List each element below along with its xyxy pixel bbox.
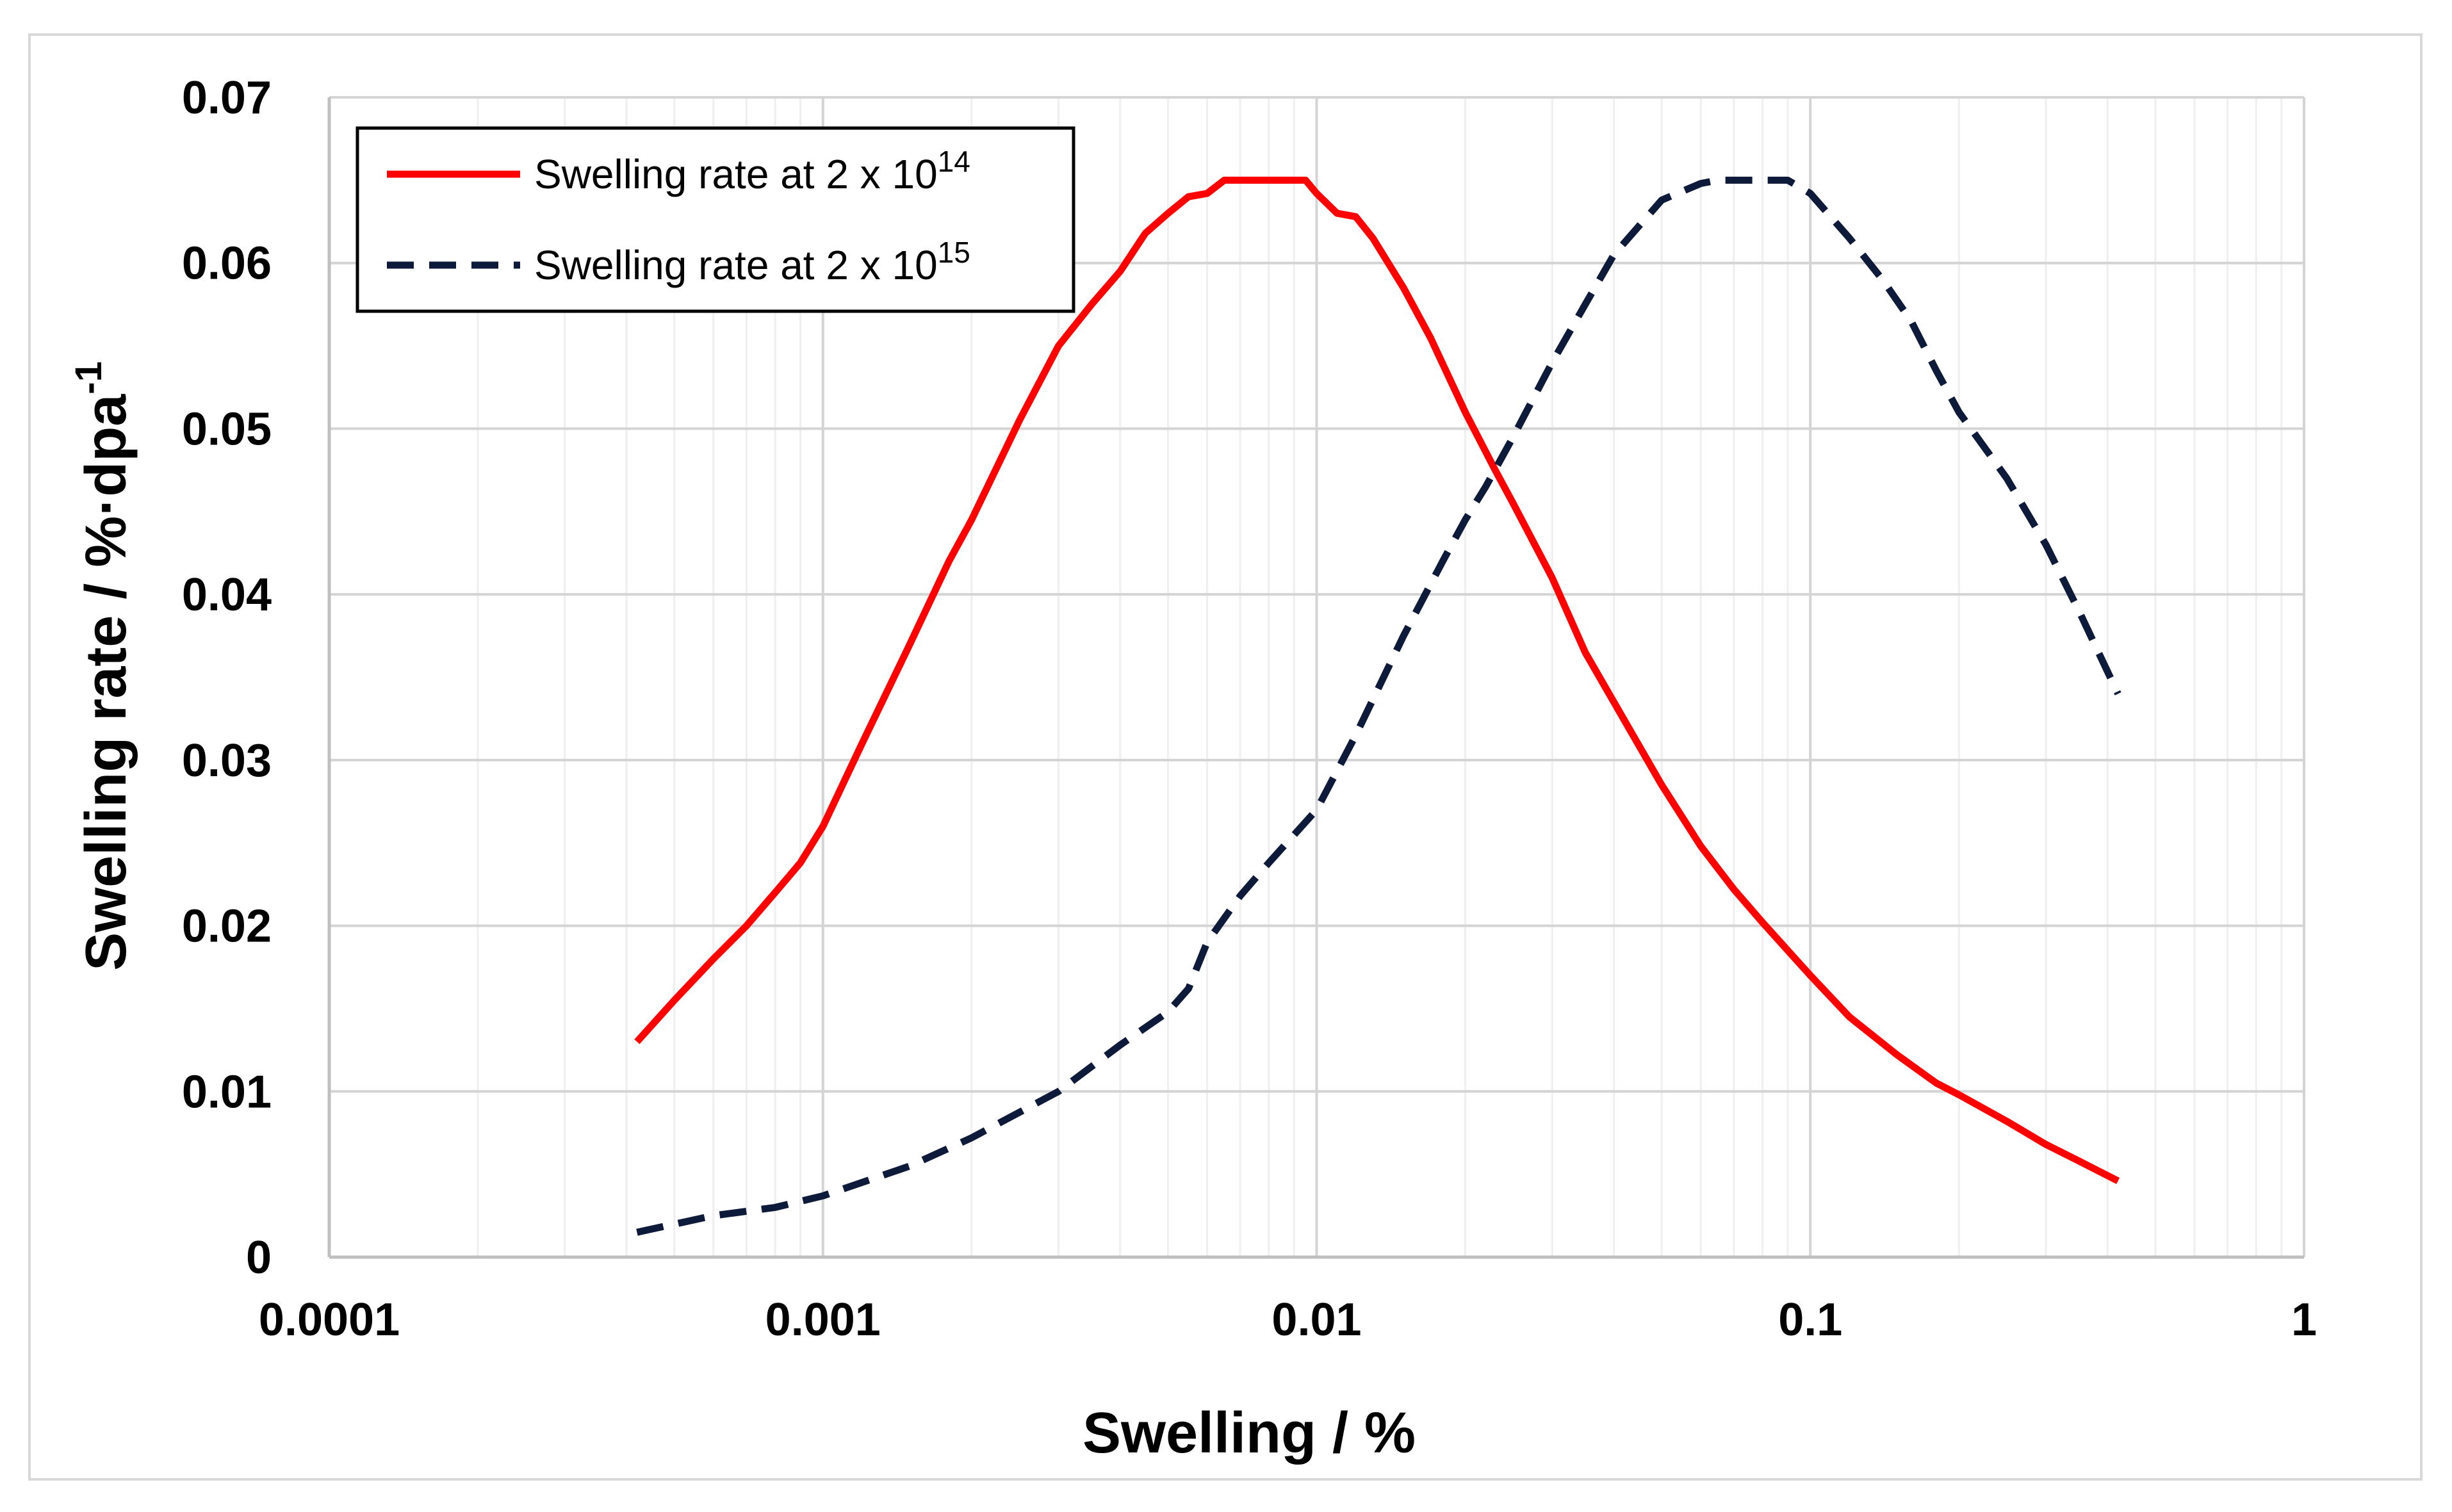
y-tick-label: 0.06 xyxy=(182,238,272,289)
legend-label-series-1: Swelling rate at 2 x 1014 xyxy=(534,145,970,197)
y-axis-title: Swelling rate / %·dpa-1 xyxy=(68,361,138,971)
chart-frame xyxy=(28,33,2423,1481)
x-tick-label: 0.1 xyxy=(1778,1294,1842,1345)
legend: Swelling rate at 2 x 1014 Swelling rate … xyxy=(356,126,1075,313)
legend-label-series-2: Swelling rate at 2 x 1015 xyxy=(534,236,970,288)
series-layer xyxy=(634,176,2121,1236)
axes xyxy=(327,97,2304,1259)
y-axis-title-sup: -1 xyxy=(68,361,110,394)
x-tick-label: 1 xyxy=(2291,1294,2317,1345)
x-tick-label: 0.0001 xyxy=(259,1294,400,1345)
x-tick-label: 0.001 xyxy=(765,1294,881,1345)
y-axis-title-main: Swelling rate / %·dpa xyxy=(74,394,138,971)
y-tick-label: 0.07 xyxy=(182,72,272,124)
y-tick-label: 0.02 xyxy=(182,901,272,952)
tick-labels: 0.0001 0.001 0.01 0.1 1 0 0.01 0.02 0.03 0.04 0.05… xyxy=(182,72,2317,1345)
y-tick-label: 0.01 xyxy=(182,1066,272,1118)
series-line-1 xyxy=(634,176,2120,1184)
x-axis-title: Swelling / % xyxy=(1083,1401,1416,1465)
y-tick-label: 0.05 xyxy=(182,403,272,455)
y-tick-label: 0 xyxy=(246,1232,272,1283)
y-tick-label: 0.03 xyxy=(182,735,272,786)
y-tick-label: 0.04 xyxy=(182,569,272,621)
x-tick-label: 0.01 xyxy=(1271,1294,1361,1345)
legend-box xyxy=(356,126,1075,313)
series-line-2 xyxy=(636,176,2121,1236)
